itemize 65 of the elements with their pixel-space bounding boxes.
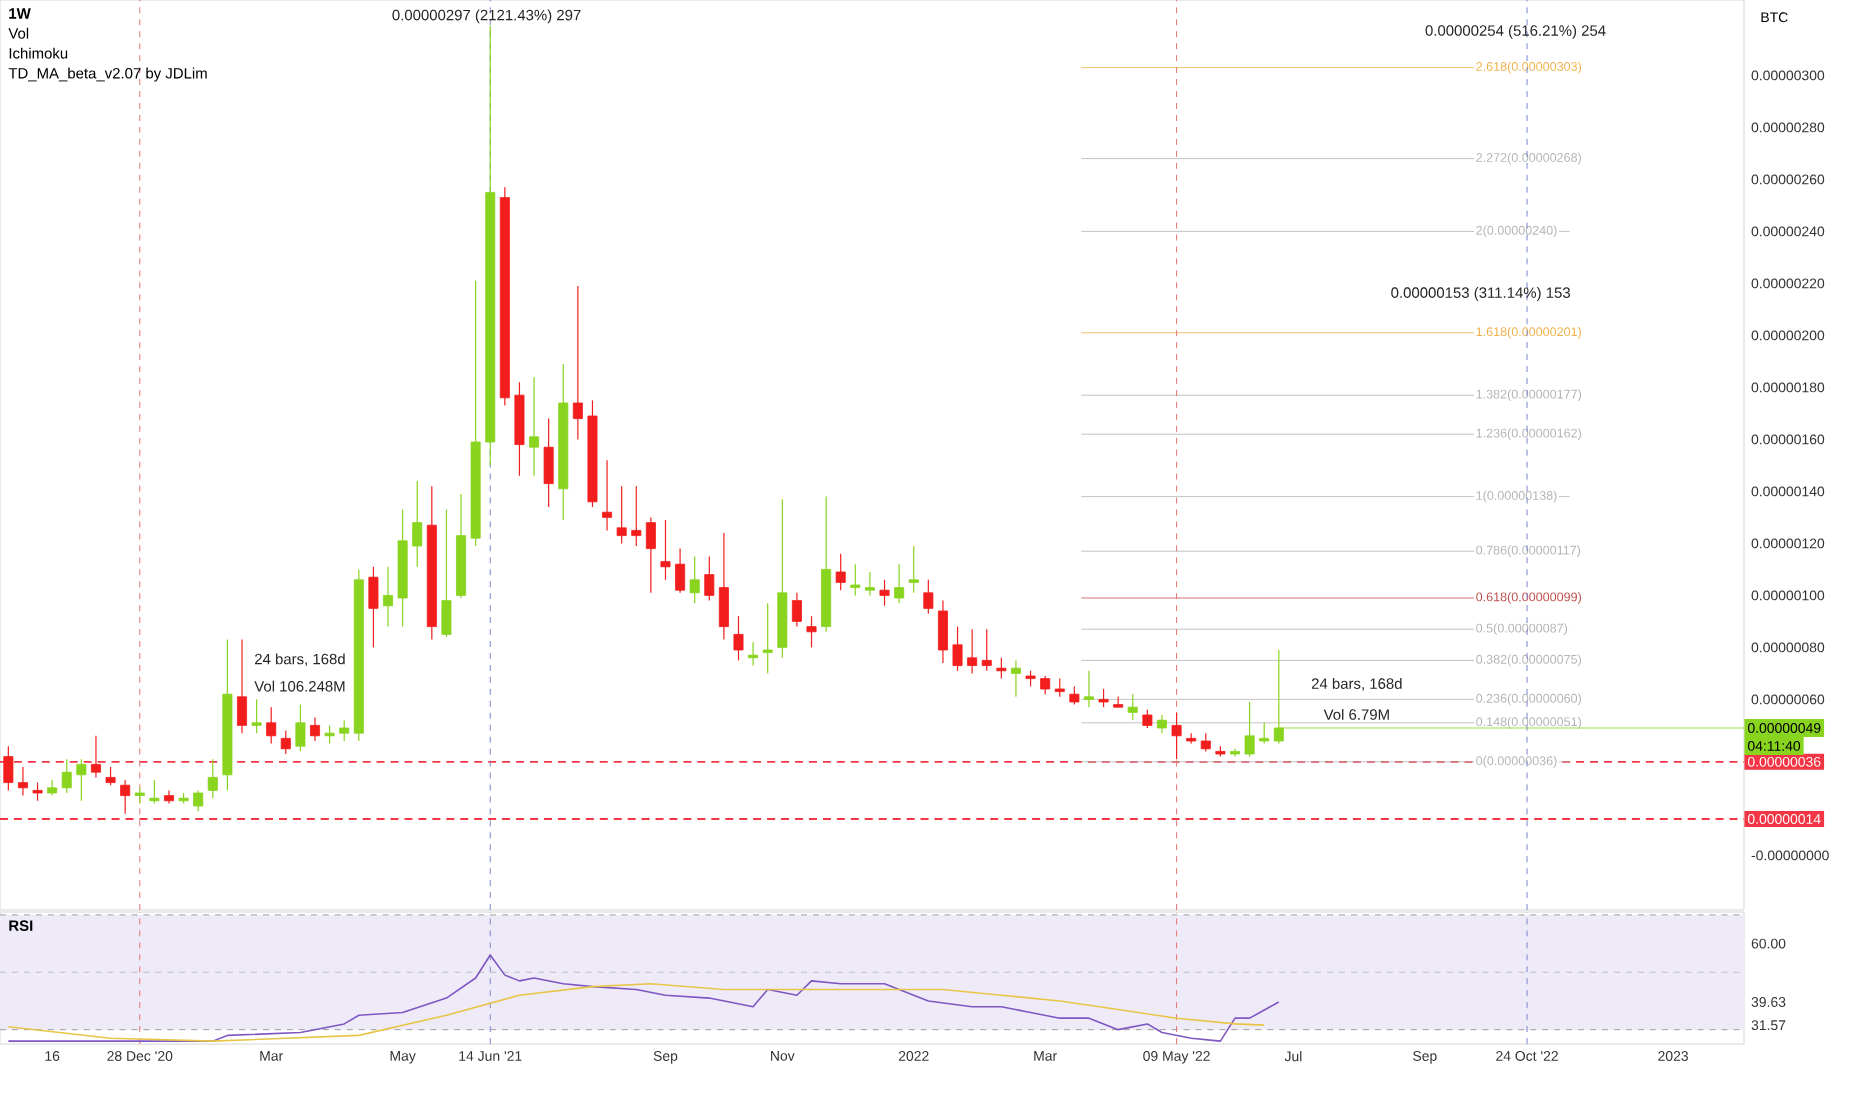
candlestick <box>339 719 350 742</box>
candlestick <box>3 745 14 791</box>
candlestick <box>879 579 890 607</box>
candlestick <box>762 602 773 674</box>
candlestick <box>748 641 759 667</box>
candlestick <box>835 553 846 591</box>
candlestick <box>383 566 394 628</box>
candlestick <box>1040 675 1051 695</box>
candlestick <box>441 508 452 638</box>
candlestick <box>280 729 291 755</box>
candlestick <box>645 516 656 594</box>
candlestick <box>952 625 963 672</box>
candlestick <box>76 758 87 802</box>
candlestick <box>864 571 875 596</box>
candlestick <box>1054 677 1065 698</box>
candlestick <box>806 615 817 648</box>
candlestick <box>718 532 729 641</box>
candlestick <box>791 592 802 628</box>
candlestick <box>1171 711 1182 760</box>
candlestick <box>967 628 978 674</box>
candlestick <box>61 758 72 794</box>
candlestick <box>529 376 540 477</box>
candlestick <box>295 703 306 752</box>
candlestick <box>894 563 905 604</box>
candlestick <box>631 485 642 547</box>
candlestick <box>996 657 1007 680</box>
candlestick <box>368 566 379 648</box>
candlestick <box>937 599 948 664</box>
candlestick <box>1069 685 1080 706</box>
candlestick <box>32 781 43 802</box>
candlestick <box>310 716 320 742</box>
candlestick <box>733 615 744 661</box>
candlestick <box>1259 722 1270 745</box>
candlestick <box>193 789 204 812</box>
candlestick <box>120 779 131 815</box>
candlestick <box>660 519 671 581</box>
candlestick <box>1142 709 1153 729</box>
candlestick <box>1083 670 1094 708</box>
candlestick <box>207 758 218 799</box>
candlestick <box>1098 688 1109 708</box>
candlestick <box>704 555 715 602</box>
candlestick <box>1156 714 1167 734</box>
candlestick <box>17 766 28 797</box>
candlestick <box>149 779 160 804</box>
candlestick <box>543 417 554 508</box>
candlestick <box>251 698 262 734</box>
candlestick <box>237 638 247 734</box>
candlestick <box>923 579 934 615</box>
candlestick <box>850 563 861 596</box>
candlestick <box>616 485 627 544</box>
candlestick <box>1244 701 1255 758</box>
candlestick <box>1127 693 1138 721</box>
candlestick <box>105 766 116 786</box>
candlestick <box>981 628 992 672</box>
candlestick <box>908 545 919 594</box>
candlestick <box>1200 732 1211 752</box>
candlestick <box>90 735 101 778</box>
candlestick <box>412 480 423 568</box>
candlestick <box>266 706 277 745</box>
candlestick <box>1010 659 1021 698</box>
candlestick <box>572 285 583 440</box>
candlestick <box>324 724 335 745</box>
candlestick <box>602 459 613 531</box>
candlestick <box>689 555 700 604</box>
candlestick <box>675 547 686 594</box>
